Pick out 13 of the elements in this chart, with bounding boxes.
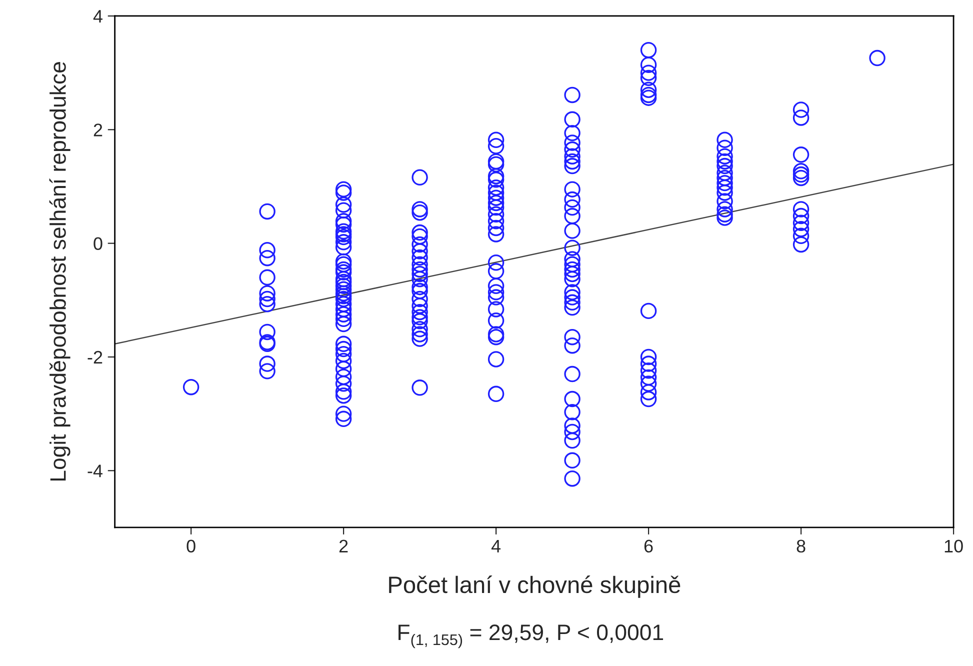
- x-tick-label: 6: [644, 540, 653, 553]
- x-tick-label: 8: [796, 540, 806, 553]
- y-tick-label: -2: [88, 350, 102, 364]
- x-tick-label: 2: [339, 540, 348, 552]
- y-tick-label: -4: [88, 464, 102, 478]
- y-tick-label: 4: [93, 10, 102, 23]
- y-tick-label: 0: [94, 237, 102, 250]
- x-tick-label: 10: [944, 540, 963, 553]
- x-tick-label: 0: [186, 540, 196, 553]
- x-tick-label: 4: [491, 540, 501, 552]
- y-axis-title: Logit pravděpodobnost selhání reprodukce: [49, 62, 70, 481]
- y-tick-label: 2: [94, 124, 102, 136]
- x-axis-title: Počet laní v chovné skupině: [389, 576, 680, 598]
